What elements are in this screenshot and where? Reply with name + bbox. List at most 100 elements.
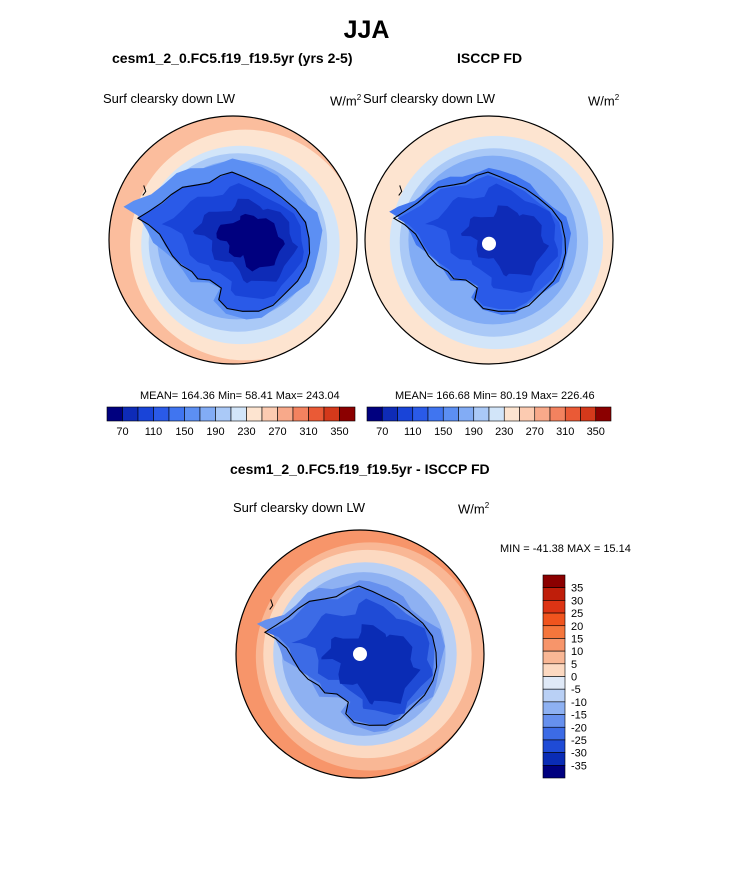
obs-colorbar-swatch bbox=[519, 406, 536, 422]
diff-colorbar-swatch bbox=[542, 765, 566, 779]
obs-contour-level bbox=[461, 205, 550, 277]
diff-colorbar-swatch bbox=[542, 714, 566, 728]
diff-colorbar-tick-label: 25 bbox=[571, 608, 583, 620]
obs-colorbar-swatch bbox=[381, 406, 398, 422]
model-variable-label: Surf clearsky down LW bbox=[103, 91, 235, 106]
model-polar-map bbox=[108, 115, 358, 365]
diff-colorbar-tick-label: 0 bbox=[571, 672, 577, 684]
obs-pole-hole bbox=[482, 236, 496, 251]
obs-units-label: W/m2 bbox=[588, 93, 619, 108]
model-colorbar-tick-label: 270 bbox=[268, 426, 286, 438]
diff-colorbar-tick-label: -25 bbox=[571, 735, 587, 747]
model-colorbar-swatch bbox=[230, 406, 247, 422]
model-colorbar-swatch bbox=[122, 406, 139, 422]
main-title: JJA bbox=[343, 16, 390, 44]
model-colorbar-swatch bbox=[153, 406, 170, 422]
diff-colorbar-swatch bbox=[542, 688, 566, 703]
diff-colorbar-tick-label: -15 bbox=[571, 710, 587, 722]
diff-minmax: MIN = -41.38 MAX = 15.14 bbox=[500, 543, 631, 555]
model-colorbar-tick-label: 230 bbox=[237, 426, 255, 438]
obs-colorbar-swatch bbox=[442, 406, 459, 422]
obs-colorbar-swatch bbox=[488, 406, 505, 422]
model-units-label: W/m2 bbox=[330, 93, 361, 108]
model-colorbar-swatch bbox=[137, 406, 154, 422]
obs-colorbar-swatch bbox=[412, 406, 429, 422]
model-stats: MEAN= 164.36 Min= 58.41 Max= 243.04 bbox=[140, 390, 340, 402]
obs-colorbar-swatch bbox=[397, 406, 414, 422]
model-panel-header: cesm1_2_0.FC5.f19_f19.5yr (yrs 2-5) bbox=[112, 50, 353, 66]
diff-colorbar-tick-label: 20 bbox=[571, 621, 583, 633]
diff-coastline bbox=[263, 585, 438, 726]
diff-colorbar-tick-label: -30 bbox=[571, 748, 587, 760]
model-colorbar-tick-label: 150 bbox=[175, 426, 193, 438]
diff-island bbox=[269, 599, 274, 610]
diff-colorbar-tick-label: -20 bbox=[571, 722, 587, 734]
model-colorbar-tick-label: 190 bbox=[206, 426, 224, 438]
model-colorbar-tick-label: 350 bbox=[330, 426, 348, 438]
diff-colorbar-swatch bbox=[542, 600, 566, 614]
model-colorbar-swatch bbox=[199, 406, 216, 422]
model-colorbar: 70 110 150 190 230 270 310 350 bbox=[106, 406, 356, 438]
model-island bbox=[142, 185, 147, 196]
obs-panel-header: ISCCP FD bbox=[457, 50, 523, 66]
diff-polar-map bbox=[235, 529, 485, 779]
diff-colorbar-swatch bbox=[542, 752, 566, 766]
obs-colorbar-tick-label: 70 bbox=[376, 426, 388, 438]
obs-colorbar-swatch bbox=[366, 406, 383, 422]
obs-colorbar-swatch bbox=[473, 406, 490, 422]
model-colorbar-swatch bbox=[277, 406, 294, 422]
model-colorbar-swatch bbox=[246, 406, 263, 422]
diff-colorbar-swatch bbox=[542, 726, 566, 741]
diff-units-sup: 2 bbox=[484, 501, 490, 510]
obs-colorbar-tick-label: 190 bbox=[465, 426, 483, 438]
obs-colorbar-swatch bbox=[549, 406, 566, 422]
model-colorbar-swatch bbox=[184, 406, 201, 422]
diff-units-label: W/m2 bbox=[458, 501, 489, 516]
obs-coastline bbox=[392, 171, 567, 312]
obs-colorbar-swatch bbox=[564, 406, 581, 422]
obs-colorbar-tick-label: 110 bbox=[404, 426, 422, 438]
diff-colorbar-swatch bbox=[542, 625, 566, 639]
diff-colorbar-swatch bbox=[542, 638, 566, 652]
diff-colorbar-swatch bbox=[542, 612, 566, 627]
model-colorbar-swatch bbox=[308, 406, 325, 422]
diff-colorbar-tick-label: -10 bbox=[571, 697, 587, 709]
diff-colorbar-tick-label: -5 bbox=[571, 684, 581, 696]
model-colorbar-tick-label: 70 bbox=[116, 426, 128, 438]
diff-colorbar-tick-label: -35 bbox=[571, 760, 587, 772]
diff-colorbar-swatch bbox=[542, 663, 566, 677]
diff-colorbar-swatch bbox=[542, 676, 566, 690]
obs-variable-label: Surf clearsky down LW bbox=[363, 91, 495, 106]
model-contour-level bbox=[216, 213, 285, 272]
model-colorbar-swatch bbox=[168, 406, 185, 422]
model-colorbar-swatch bbox=[292, 406, 309, 422]
model-units-text: W/m bbox=[330, 93, 357, 109]
obs-colorbar-tick-label: 150 bbox=[434, 426, 452, 438]
diff-colorbar-swatch bbox=[542, 739, 566, 753]
diff-colorbar-tick-label: 5 bbox=[571, 659, 577, 671]
obs-colorbar-swatch bbox=[580, 406, 597, 422]
obs-colorbar-tick-label: 350 bbox=[587, 426, 605, 438]
obs-colorbar-swatch bbox=[503, 406, 520, 422]
obs-colorbar-swatch bbox=[458, 406, 475, 422]
diff-colorbar-swatch bbox=[542, 650, 566, 665]
model-colorbar-swatch bbox=[106, 406, 123, 422]
model-map-border bbox=[108, 115, 358, 365]
obs-stats: MEAN= 166.68 Min= 80.19 Max= 226.46 bbox=[395, 390, 595, 402]
obs-colorbar-tick-label: 230 bbox=[495, 426, 513, 438]
diff-colorbar-tick-label: 30 bbox=[571, 595, 583, 607]
obs-island bbox=[398, 185, 403, 196]
obs-map-border bbox=[364, 115, 614, 365]
diff-colorbar-tick-label: 10 bbox=[571, 646, 583, 658]
diff-colorbar-tick-label: 35 bbox=[571, 583, 583, 595]
model-colorbar-swatch bbox=[339, 406, 356, 422]
model-colorbar-swatch bbox=[323, 406, 340, 422]
model-coastline bbox=[136, 171, 311, 312]
obs-colorbar-swatch bbox=[534, 406, 551, 422]
diff-colorbar-tick-label: 15 bbox=[571, 633, 583, 645]
diff-colorbar-swatch bbox=[542, 701, 566, 715]
obs-units-text: W/m bbox=[588, 93, 615, 109]
obs-polar-map bbox=[364, 115, 614, 365]
obs-colorbar: 70 110 150 190 230 270 310 350 bbox=[366, 406, 612, 438]
